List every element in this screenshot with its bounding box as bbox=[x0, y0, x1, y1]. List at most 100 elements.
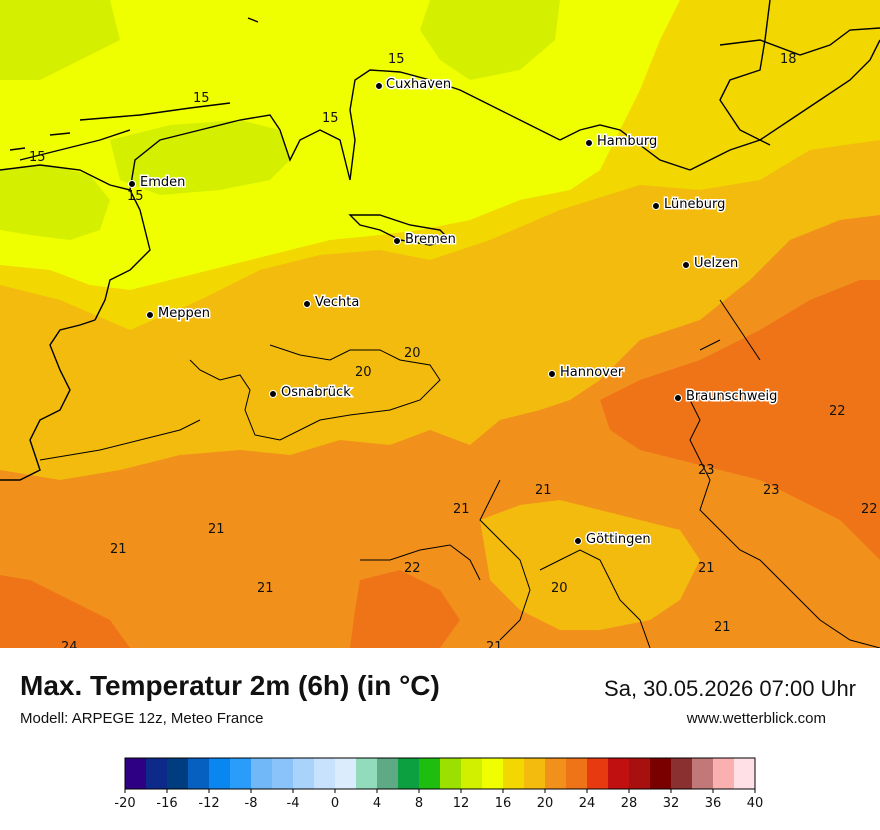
city-label-bremen: Bremen bbox=[405, 232, 456, 247]
legend-swatch bbox=[608, 758, 630, 789]
legend-swatch bbox=[440, 758, 462, 789]
legend-tick-label: 32 bbox=[663, 796, 680, 811]
city-label-vechta: Vechta bbox=[315, 295, 359, 310]
contour-label: 22 bbox=[829, 404, 846, 419]
legend-tick-label: 4 bbox=[373, 796, 381, 811]
contour-label: 18 bbox=[780, 52, 797, 67]
contour-label: 15 bbox=[127, 189, 144, 204]
legend-tick-label: -16 bbox=[156, 796, 177, 811]
city-label-uelzen: Uelzen bbox=[694, 256, 738, 271]
contour-label: 15 bbox=[322, 111, 339, 126]
legend-tick-label: 0 bbox=[331, 796, 339, 811]
color-legend: -20 -16 -12 -8 -4 0 4 8 12 16 20 24 28 32 36 40 bbox=[114, 757, 763, 811]
city-meppen[interactable]: Meppen bbox=[146, 305, 211, 323]
contour-label: 21 bbox=[208, 522, 225, 537]
legend-swatch bbox=[167, 758, 189, 789]
contour-label: 15 bbox=[193, 91, 210, 106]
legend-tick-label: 40 bbox=[747, 796, 764, 811]
legend-tick-label: 36 bbox=[705, 796, 722, 811]
contour-label: 22 bbox=[861, 502, 878, 517]
field-green-sea-north bbox=[420, 0, 560, 80]
field-green-frisia bbox=[110, 120, 290, 195]
legend-swatch bbox=[293, 758, 315, 789]
city-label-emden: Emden bbox=[140, 175, 185, 190]
city-label-braunschweig: Braunschweig bbox=[686, 389, 777, 404]
legend-ticks: -20 -16 -12 -8 -4 0 4 8 12 16 20 24 28 32 36 40 bbox=[114, 789, 763, 811]
contour-label: 20 bbox=[551, 581, 568, 596]
legend-swatch bbox=[734, 758, 756, 789]
contour-label: 21 bbox=[257, 581, 274, 596]
legend-swatches bbox=[125, 758, 756, 789]
city-hamburg[interactable]: Hamburg bbox=[585, 133, 659, 151]
city-label-lueneburg: Lüneburg bbox=[664, 197, 725, 212]
legend-swatch bbox=[419, 758, 441, 789]
city-osnabrueck[interactable]: Osnabrück bbox=[269, 384, 353, 402]
legend-swatch bbox=[209, 758, 231, 789]
contour-label: 21 bbox=[535, 483, 552, 498]
legend-swatch bbox=[251, 758, 273, 789]
legend-tick-label: 16 bbox=[495, 796, 512, 811]
city-vechta[interactable]: Vechta bbox=[303, 294, 361, 312]
field-dark-orange-sw bbox=[0, 575, 130, 648]
contour-label: 20 bbox=[355, 365, 372, 380]
city-goettingen[interactable]: Göttingen bbox=[574, 531, 652, 549]
legend-tick-label: 8 bbox=[415, 796, 423, 811]
legend-swatch bbox=[461, 758, 483, 789]
contour-label: 23 bbox=[698, 463, 715, 478]
legend-swatch bbox=[272, 758, 294, 789]
city-label-meppen: Meppen bbox=[158, 306, 210, 321]
legend-tick-label: -20 bbox=[114, 796, 135, 811]
legend-swatch bbox=[629, 758, 651, 789]
city-label-hannover: Hannover bbox=[560, 365, 624, 380]
legend-swatch bbox=[398, 758, 420, 789]
city-hannover[interactable]: Hannover bbox=[548, 364, 625, 382]
legend-swatch bbox=[503, 758, 525, 789]
legend-swatch bbox=[125, 758, 147, 789]
coastline bbox=[0, 0, 880, 481]
legend-frame bbox=[124, 757, 756, 790]
legend-swatch bbox=[671, 758, 693, 789]
legend-swatch bbox=[692, 758, 714, 789]
city-label-cuxhaven: Cuxhaven bbox=[386, 77, 451, 92]
contour-label: 21 bbox=[110, 542, 127, 557]
legend-swatch bbox=[566, 758, 588, 789]
legend-tick-label: 12 bbox=[453, 796, 470, 811]
contour-label: 23 bbox=[763, 483, 780, 498]
field-yellow bbox=[0, 0, 680, 290]
city-uelzen[interactable]: Uelzen bbox=[682, 255, 740, 273]
map-title: Max. Temperatur 2m (6h) (in °C) bbox=[20, 670, 440, 701]
legend-tick-label: 20 bbox=[537, 796, 554, 811]
city-label-hamburg: Hamburg bbox=[597, 134, 657, 149]
legend-tick-label: 24 bbox=[579, 796, 596, 811]
contour-label: 24 bbox=[61, 640, 78, 648]
temperature-map: Cuxhaven Hamburg Emden Lüneburg Bremen U… bbox=[0, 0, 880, 648]
legend-swatch bbox=[335, 758, 357, 789]
legend-swatch bbox=[587, 758, 609, 789]
city-cuxhaven[interactable]: Cuxhaven bbox=[375, 76, 453, 94]
website-link[interactable]: www.wetterblick.com bbox=[686, 710, 826, 727]
contour-label: 21 bbox=[453, 502, 470, 517]
field-green-emsland bbox=[0, 165, 110, 240]
city-bremen[interactable]: Bremen bbox=[393, 231, 457, 249]
legend-swatch bbox=[314, 758, 336, 789]
contour-label: 21 bbox=[714, 620, 731, 635]
legend-tick-label: -8 bbox=[245, 796, 258, 811]
city-emden[interactable]: Emden bbox=[128, 174, 187, 192]
forecast-datetime: Sa, 30.05.2026 07:00 Uhr bbox=[604, 676, 856, 701]
field-dark-orange-south bbox=[350, 570, 460, 648]
state-borders bbox=[39, 299, 880, 648]
legend-swatch bbox=[650, 758, 672, 789]
city-braunschweig[interactable]: Braunschweig bbox=[674, 388, 779, 406]
contour-labels: 15 15 15 15 15 18 20 20 22 23 23 22 21 2… bbox=[29, 52, 878, 648]
contour-label: 20 bbox=[404, 346, 421, 361]
contour-label: 15 bbox=[388, 52, 405, 67]
legend-swatch bbox=[545, 758, 567, 789]
field-green-sea-nw bbox=[0, 0, 120, 80]
legend-swatch bbox=[482, 758, 504, 789]
contour-label: 22 bbox=[404, 561, 421, 576]
field-dark-orange-east bbox=[600, 280, 880, 560]
legend-swatch bbox=[146, 758, 168, 789]
legend-swatch bbox=[188, 758, 210, 789]
model-subtitle: Modell: ARPEGE 12z, Meteo France bbox=[20, 710, 264, 727]
city-lueneburg[interactable]: Lüneburg bbox=[652, 196, 727, 214]
